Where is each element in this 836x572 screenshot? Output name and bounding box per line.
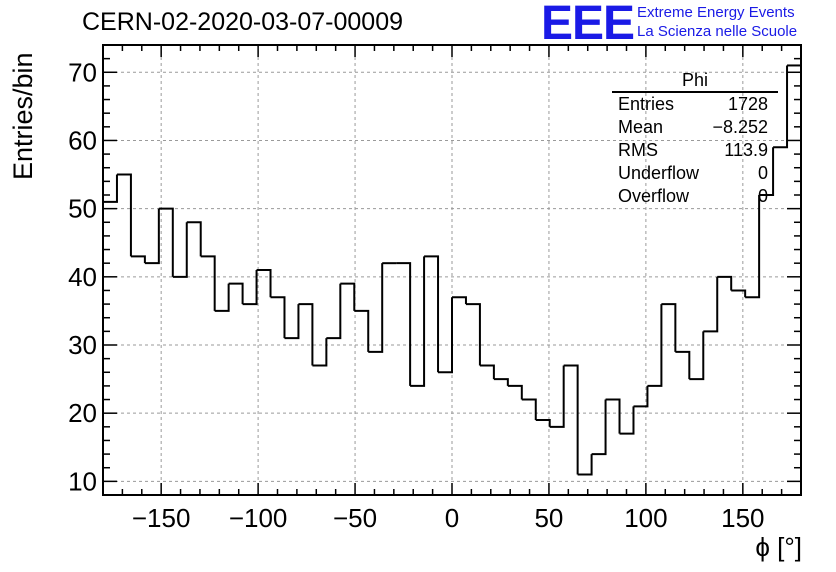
stats-value: 0 [757, 186, 768, 206]
stats-label: RMS [618, 140, 658, 160]
stats-value: −8.252 [712, 117, 768, 137]
stats-label: Mean [618, 117, 664, 137]
histogram-bin [312, 338, 328, 367]
stats-row-mean: Mean −8.252 [610, 116, 778, 139]
histogram-bin [731, 289, 747, 298]
histogram-bin [242, 270, 258, 306]
stats-value: 113.9 [724, 140, 768, 160]
stats-label: Underflow [618, 163, 700, 183]
histogram-bin [689, 331, 705, 381]
histogram-bin [396, 262, 412, 386]
x-tick-label: 0 [445, 503, 459, 533]
histogram-bin [270, 296, 286, 339]
stats-box: Phi Entries 1728 Mean −8.252 RMS 113.9 Unde… [610, 70, 778, 208]
histogram-bin [563, 364, 579, 475]
y-tick-label: 20 [68, 398, 97, 428]
y-axis-label: Entries/bin [8, 52, 38, 180]
x-tick-label: −50 [333, 503, 377, 533]
histogram-bin [186, 221, 202, 257]
stats-row-entries: Entries 1728 [610, 93, 778, 116]
histogram-bin [144, 208, 160, 265]
x-axis-label: ϕ [°] [755, 532, 802, 562]
histogram-bin [521, 398, 537, 420]
histogram-bin [284, 304, 300, 340]
histogram-bin [354, 309, 370, 352]
histogram-bin [130, 255, 146, 264]
histogram-bin [507, 384, 523, 400]
histogram-bin [549, 365, 565, 428]
stats-row-overflow: Overflow 0 [610, 185, 778, 208]
histogram-bin [158, 207, 174, 277]
histogram-bin [228, 282, 244, 305]
y-tick-label: 30 [68, 330, 97, 360]
x-tick-label: 50 [534, 503, 563, 533]
x-tick-label: −100 [229, 503, 288, 533]
x-tick-label: 100 [624, 503, 667, 533]
x-tick-label: −150 [132, 503, 191, 533]
logo-line-1: Extreme Energy Events [637, 4, 795, 21]
stats-row-rms: RMS 113.9 [610, 139, 778, 162]
histogram-bin [619, 406, 635, 435]
y-tick-label: 60 [68, 125, 97, 155]
histogram-bin [661, 303, 677, 352]
stats-label: Entries [618, 94, 675, 114]
stats-value: 0 [757, 163, 768, 183]
histogram-bin [591, 399, 607, 456]
histogram-bin [479, 364, 495, 380]
y-tick-label: 40 [68, 262, 97, 292]
histogram-bin [465, 303, 481, 366]
histogram-bin [535, 419, 551, 427]
histogram-bin [577, 454, 593, 476]
y-tick-label: 70 [68, 57, 97, 87]
histogram-bin [298, 303, 314, 366]
stats-row-underflow: Underflow 0 [610, 162, 778, 185]
plot-frame [102, 44, 802, 496]
eee-logo: EEE [541, 0, 635, 50]
histogram-bin [605, 398, 621, 434]
histogram-bin [172, 222, 188, 278]
histogram-bin [759, 147, 775, 196]
histogram-bin [103, 174, 118, 203]
histogram-bin [256, 269, 272, 298]
histogram-bin [340, 282, 356, 311]
histogram-bin [452, 296, 467, 305]
stats-value: 1728 [727, 94, 768, 114]
histogram-bin [200, 255, 216, 311]
histogram-bin [745, 195, 761, 299]
run-title: CERN-02-2020-03-07-00009 [82, 8, 404, 36]
y-tick-label: 10 [68, 466, 97, 496]
histogram-bin [368, 263, 384, 353]
stats-title: Phi [612, 70, 778, 93]
logo-line-2: La Scienza nelle Scuole [637, 23, 798, 40]
histogram-bin [717, 275, 733, 291]
histogram-bin [424, 255, 440, 373]
stats-label: Overflow [618, 186, 690, 206]
histogram-bin [675, 350, 691, 380]
histogram-bin [438, 297, 453, 374]
histogram-bin [410, 256, 426, 387]
histogram-bin [647, 304, 663, 387]
histogram-bin [703, 276, 719, 333]
histogram-bin [773, 65, 789, 149]
x-tick-label: 150 [721, 503, 764, 533]
histogram-bin [116, 173, 132, 257]
histogram-bin [493, 378, 509, 386]
y-tick-label: 50 [68, 194, 97, 224]
histogram-bin [214, 283, 230, 312]
logo-caption: Extreme Energy Events La Scienza nelle S… [637, 3, 797, 41]
histogram-bin [326, 283, 342, 340]
histogram-bin [633, 385, 649, 408]
